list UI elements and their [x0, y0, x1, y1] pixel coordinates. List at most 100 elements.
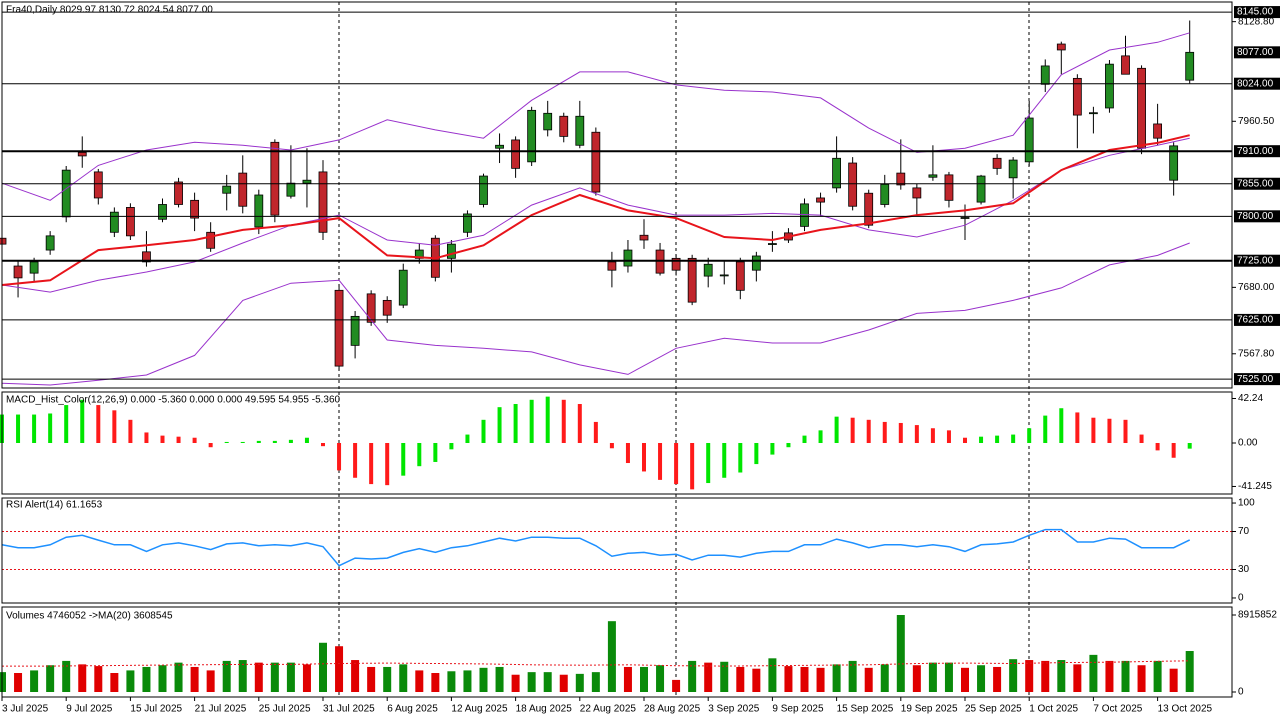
- candle-body: [671, 257, 681, 271]
- bar: [545, 396, 550, 443]
- bar: [1137, 665, 1146, 692]
- candle-body: [463, 213, 472, 233]
- bar: [383, 666, 392, 692]
- candle-body: [1153, 123, 1162, 139]
- x-tick-label: 25 Sep 2025: [965, 704, 1022, 715]
- level-label-box: [1234, 210, 1280, 223]
- bar: [142, 666, 151, 692]
- candle-body: [559, 115, 569, 137]
- candle-body: [495, 144, 504, 149]
- bar: [160, 435, 165, 443]
- level-label: 7855.00: [1237, 178, 1274, 189]
- candle-body: [1008, 159, 1018, 179]
- candle-body: [703, 263, 713, 277]
- candle-body: [286, 182, 296, 197]
- bar: [1027, 428, 1032, 443]
- y-tick-label: 70: [1238, 526, 1250, 537]
- candle-body: [816, 197, 825, 203]
- bar: [736, 666, 745, 692]
- bar: [96, 405, 101, 443]
- bar: [481, 419, 486, 443]
- bar: [656, 665, 665, 692]
- candle-body: [174, 181, 183, 205]
- candle-body: [1040, 65, 1050, 85]
- bar: [304, 437, 309, 443]
- candle-body: [1169, 145, 1179, 181]
- candle-body: [960, 217, 970, 219]
- candle-body: [992, 157, 1002, 169]
- bar: [898, 422, 903, 443]
- bar: [238, 660, 247, 692]
- bar: [930, 428, 935, 443]
- candle-body: [109, 211, 119, 233]
- candle-body: [1185, 51, 1195, 81]
- x-tick-label: 7 Oct 2025: [1093, 704, 1142, 715]
- bar: [768, 658, 777, 692]
- candle-body: [751, 255, 761, 271]
- candle-body: [206, 231, 216, 249]
- bar: [511, 674, 520, 692]
- candle-body: [366, 293, 376, 323]
- level-label: 8024.00: [1237, 78, 1274, 89]
- rsi-panel: [1, 497, 1233, 604]
- bar: [1169, 668, 1178, 692]
- bar: [834, 416, 839, 443]
- bar: [144, 432, 149, 443]
- candle-body: [896, 172, 906, 186]
- bar: [399, 664, 408, 692]
- candle-body: [1056, 43, 1066, 51]
- rsi-line: [1, 528, 1191, 567]
- bar: [1089, 654, 1098, 692]
- bar: [431, 672, 440, 692]
- bar: [495, 666, 504, 692]
- x-tick-label: 6 Aug 2025: [387, 704, 438, 715]
- moving-average: [2, 660, 1190, 667]
- bar: [447, 671, 456, 692]
- level-label-box: [1234, 177, 1280, 190]
- y-tick-label: -41.245: [1238, 481, 1272, 492]
- y-tick-label: 100: [1238, 498, 1255, 509]
- bar: [1091, 417, 1096, 443]
- bar: [192, 437, 197, 443]
- candle-body: [1024, 117, 1034, 163]
- y-tick-label: 8915852: [1238, 610, 1277, 621]
- candle-body: [1137, 67, 1146, 149]
- level-label-box: [1234, 313, 1280, 326]
- bar: [80, 399, 85, 443]
- bar: [1041, 660, 1050, 692]
- candle-body: [864, 192, 874, 226]
- bar: [800, 666, 809, 692]
- bar: [832, 664, 841, 692]
- bar: [16, 414, 21, 443]
- price-panel: [1, 1, 1233, 389]
- bar: [543, 672, 552, 692]
- bar: [48, 413, 53, 443]
- bar: [963, 437, 967, 443]
- bar: [752, 668, 761, 692]
- candle-body: [479, 175, 488, 205]
- bar: [1075, 412, 1080, 443]
- bar: [46, 665, 55, 692]
- candle-body: [13, 265, 23, 279]
- bar: [1009, 659, 1018, 692]
- bar: [912, 665, 921, 692]
- candle-body: [1105, 63, 1114, 109]
- candle-body: [302, 179, 312, 184]
- x-tick-label: 3 Jul 2025: [2, 704, 49, 715]
- bar: [206, 670, 215, 692]
- level-label-box: [1234, 6, 1280, 19]
- bar: [513, 404, 518, 443]
- indicator-line: [1, 32, 1190, 201]
- macd-panel: [1, 391, 1233, 495]
- bar: [754, 443, 759, 465]
- rsi-header: RSI Alert(14) 61.1653: [6, 500, 103, 511]
- bar: [256, 440, 261, 443]
- bar: [0, 672, 6, 692]
- candle-body: [0, 237, 7, 245]
- bar: [816, 667, 825, 692]
- candle-body: [334, 289, 344, 367]
- x-tick-label: 15 Sep 2025: [837, 704, 894, 715]
- bar: [625, 443, 630, 464]
- bar: [286, 662, 295, 692]
- x-tick-label: 28 Aug 2025: [644, 704, 701, 715]
